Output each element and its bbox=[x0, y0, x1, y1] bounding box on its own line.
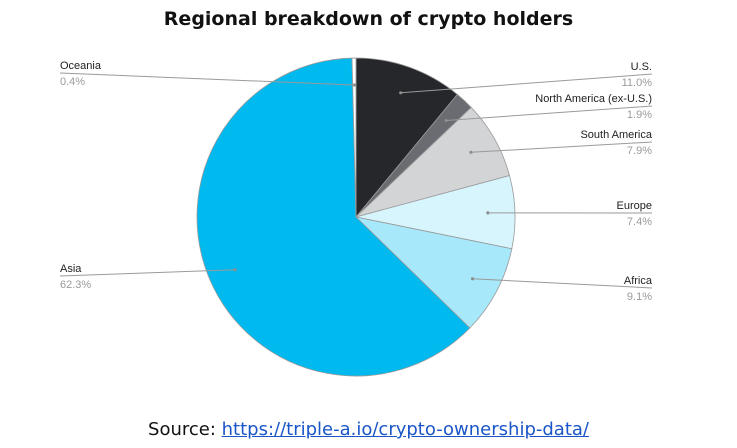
slice-label: U.S. bbox=[631, 61, 652, 73]
slice-label: South America bbox=[580, 129, 652, 141]
leader-line bbox=[400, 73, 653, 94]
leader-line bbox=[445, 105, 653, 121]
pie-slices bbox=[196, 57, 516, 377]
pie-chart: U.S. 11.0% North America (ex-U.S.) 1.9% Sout… bbox=[59, 57, 653, 377]
slice-value-label: 1.9% bbox=[627, 109, 652, 121]
source-prefix: Source: bbox=[148, 419, 222, 440]
leader-lines bbox=[59, 72, 653, 289]
slice-label: Asia bbox=[60, 263, 82, 275]
slice-label: North America (ex-U.S.) bbox=[535, 93, 652, 105]
slice-label: Oceania bbox=[60, 60, 102, 72]
leader-line bbox=[470, 141, 653, 153]
source-note: Source: https://triple-a.io/crypto-owner… bbox=[0, 419, 737, 440]
leader-line bbox=[59, 269, 236, 277]
chart-title: Regional breakdown of crypto holders bbox=[163, 8, 574, 30]
pie-slice-u-s bbox=[355, 57, 458, 219]
slice-value-label: 11.0% bbox=[622, 77, 653, 89]
slice-value-label: 62.3% bbox=[60, 279, 91, 291]
slice-value-label: 0.4% bbox=[60, 76, 85, 88]
leader-line bbox=[472, 278, 653, 289]
pie-slice-africa bbox=[354, 216, 513, 329]
slice-label: Africa bbox=[624, 275, 653, 287]
pie-slice-asia bbox=[196, 57, 471, 377]
slice-labels: U.S. 11.0% North America (ex-U.S.) 1.9% Sout… bbox=[60, 60, 653, 303]
leader-line bbox=[59, 72, 355, 86]
source-link[interactable]: https://triple-a.io/crypto-ownership-dat… bbox=[221, 419, 589, 440]
slice-label: Europe bbox=[617, 200, 652, 212]
slice-value-label: 7.9% bbox=[627, 145, 652, 157]
slice-value-label: 9.1% bbox=[627, 291, 652, 303]
pie-slice-oceania bbox=[351, 57, 357, 218]
slice-value-label: 7.4% bbox=[627, 216, 652, 228]
